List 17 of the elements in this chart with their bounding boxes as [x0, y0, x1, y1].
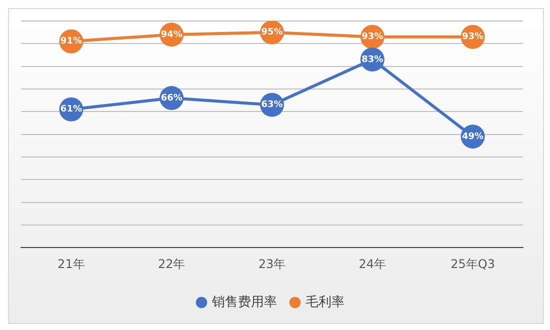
x-tick-label: 24年	[358, 256, 386, 271]
data-label: 93%	[362, 32, 384, 42]
data-label: 66%	[160, 93, 182, 104]
data-label: 61%	[60, 104, 82, 115]
x-tick-label: 23年	[258, 256, 286, 271]
data-label: 93%	[462, 32, 484, 42]
data-label: 63%	[261, 100, 283, 110]
data-label: 91%	[60, 36, 82, 47]
x-tick-label: 22年	[158, 256, 186, 271]
legend-label: 销售费用率	[211, 294, 277, 310]
data-label: 83%	[362, 54, 384, 65]
x-tick-label: 21年	[58, 256, 85, 271]
data-label: 94%	[160, 30, 182, 40]
data-label: 95%	[261, 28, 283, 38]
data-label: 49%	[462, 132, 484, 142]
legend-label: 毛利率	[306, 294, 344, 310]
x-tick-label: 25年Q3	[450, 256, 495, 271]
